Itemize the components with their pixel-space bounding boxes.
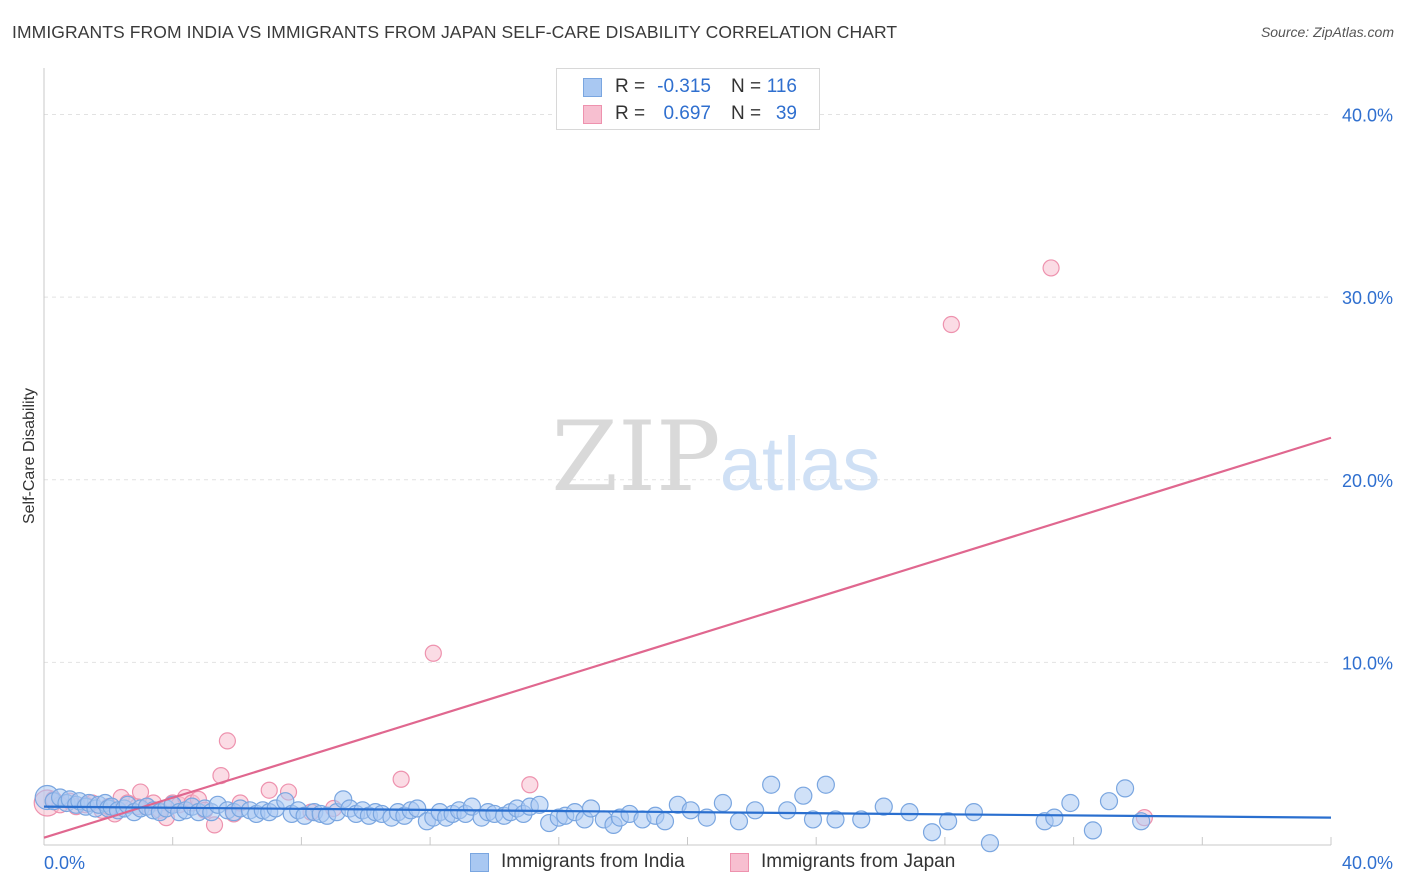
india-point <box>1099 792 1119 811</box>
correlation-legend: R = -0.315 N = 116 R = 0.697 N = 39 <box>556 68 820 130</box>
y-tick-label: 10.0% <box>1342 653 1393 673</box>
india-point <box>655 812 675 831</box>
x-tick-label: 0.0% <box>44 853 85 873</box>
india-point <box>816 775 835 794</box>
india-points <box>34 775 1151 853</box>
india-point <box>826 810 845 829</box>
india-point <box>1083 821 1103 840</box>
japan-point <box>392 770 410 788</box>
india-point <box>939 812 958 831</box>
axes <box>43 68 1332 846</box>
japan-point <box>521 776 539 794</box>
india-point <box>794 786 813 805</box>
india-point <box>729 812 749 831</box>
japan-trend-line <box>43 436 1332 839</box>
japan-point <box>942 315 960 334</box>
japan-point <box>1042 259 1060 277</box>
japan-point <box>260 781 278 799</box>
y-tick-label: 20.0% <box>1342 471 1393 491</box>
india-n-label: N = <box>731 76 762 97</box>
india-point <box>1061 793 1080 813</box>
india-swatch <box>583 78 602 97</box>
india-point <box>1115 779 1135 798</box>
japan-r-value: 0.697 <box>663 103 711 124</box>
legend-row-india: R = -0.315 N = 116 <box>557 75 819 101</box>
japan-swatch <box>583 105 602 124</box>
watermark-zip: ZIP <box>551 401 720 513</box>
legend-row-japan: R = 0.697 N = 39 <box>557 102 819 128</box>
india-n-value: 116 <box>766 76 797 97</box>
watermark: ZIP atlas <box>551 401 880 513</box>
india-point <box>778 801 797 820</box>
chart-title: IMMIGRANTS FROM INDIA VS IMMIGRANTS FROM… <box>12 22 898 42</box>
india-point <box>762 775 781 794</box>
japan-r-label: R = <box>615 103 646 124</box>
india-legend-swatch <box>470 853 489 872</box>
india-point <box>874 797 893 816</box>
india-point <box>408 799 427 818</box>
india-point <box>530 795 549 814</box>
japan-n-label: N = <box>731 103 762 124</box>
india-point <box>852 810 871 829</box>
india-point <box>900 803 919 822</box>
grid <box>44 114 1331 663</box>
source-label: Source: ZipAtlas.com <box>1260 24 1394 40</box>
japan-legend-label: Immigrants from Japan <box>761 851 956 872</box>
japan-point <box>218 732 236 750</box>
india-point <box>745 801 765 820</box>
india-trend-line <box>43 805 1332 819</box>
japan-n-value: 39 <box>775 103 797 124</box>
india-legend-label: Immigrants from India <box>501 851 685 872</box>
trend-lines <box>43 436 1332 839</box>
india-r-value: -0.315 <box>657 76 711 97</box>
axis-labels: 10.0% 20.0% 30.0% 40.0% 0.0% 40.0% Self-Care D… <box>21 106 1393 873</box>
india-point <box>681 801 700 820</box>
japan-legend-swatch <box>730 853 749 872</box>
y-axis-title: Self-Care Disability <box>21 388 38 524</box>
india-r-label: R = <box>615 76 646 97</box>
india-point <box>803 810 823 829</box>
india-point <box>1045 808 1064 827</box>
india-point <box>964 803 983 822</box>
india-point <box>713 793 732 813</box>
y-tick-label: 40.0% <box>1342 106 1393 126</box>
japan-point <box>424 644 442 662</box>
x-tick-label: 40.0% <box>1342 853 1393 873</box>
india-point <box>581 799 601 818</box>
india-point <box>980 834 1000 853</box>
india-point <box>922 823 942 842</box>
y-tick-label: 30.0% <box>1342 288 1393 308</box>
watermark-atlas: atlas <box>720 422 881 507</box>
